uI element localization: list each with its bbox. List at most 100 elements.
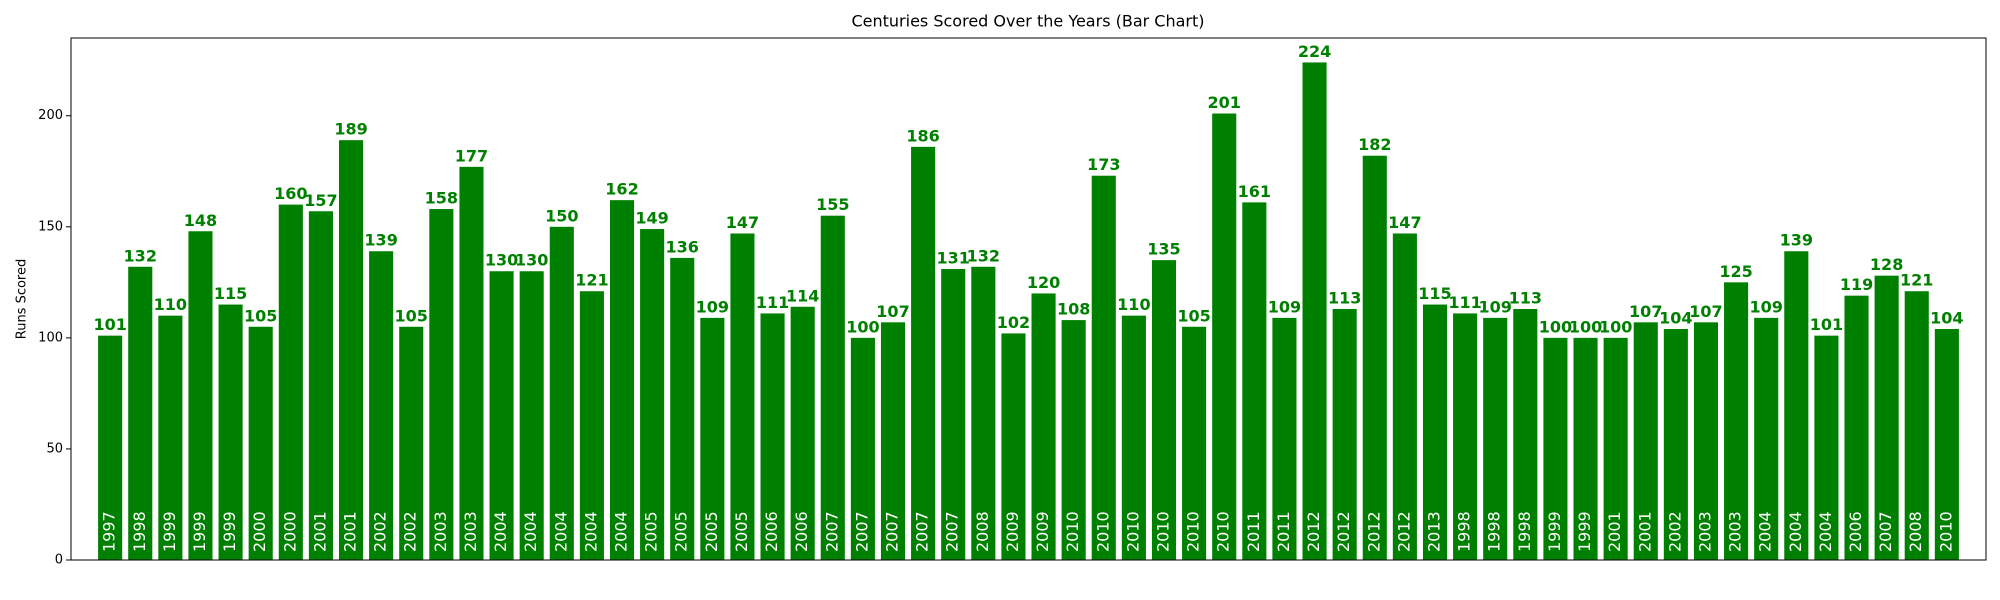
bar bbox=[760, 313, 785, 560]
bar bbox=[1151, 260, 1177, 560]
bar bbox=[1724, 282, 1749, 560]
category-label: 2001 bbox=[341, 511, 360, 552]
bar bbox=[1362, 155, 1387, 560]
category-label: 2000 bbox=[250, 511, 269, 552]
category-label: 2010 bbox=[1093, 511, 1112, 552]
category-label: 2004 bbox=[521, 511, 540, 552]
value-label: 104 bbox=[1930, 308, 1963, 327]
value-label: 121 bbox=[575, 271, 608, 290]
category-label: 2006 bbox=[1846, 511, 1865, 552]
category-label: 2010 bbox=[1214, 511, 1233, 552]
value-label: 107 bbox=[1689, 302, 1722, 321]
value-label: 147 bbox=[726, 213, 759, 232]
bar bbox=[1182, 326, 1207, 560]
category-label: 1999 bbox=[1545, 511, 1564, 552]
value-label: 131 bbox=[937, 249, 970, 268]
value-label: 101 bbox=[93, 315, 126, 334]
category-label: 2003 bbox=[1695, 511, 1714, 552]
bar bbox=[1031, 293, 1056, 560]
value-label: 100 bbox=[1539, 317, 1572, 336]
bar bbox=[1332, 308, 1357, 560]
bar bbox=[1543, 337, 1568, 560]
value-label: 158 bbox=[425, 189, 458, 208]
bar bbox=[489, 271, 514, 560]
bar bbox=[1272, 317, 1297, 560]
value-label: 128 bbox=[1870, 255, 1903, 274]
bar bbox=[1242, 202, 1267, 561]
bar bbox=[1904, 291, 1929, 560]
bar bbox=[1874, 275, 1899, 560]
bar bbox=[1633, 322, 1658, 560]
value-label: 102 bbox=[997, 313, 1030, 332]
value-label: 109 bbox=[1749, 297, 1782, 316]
value-label: 189 bbox=[334, 120, 367, 139]
bar bbox=[1422, 304, 1448, 560]
bar bbox=[1483, 317, 1508, 560]
bar bbox=[308, 211, 333, 560]
value-label: 130 bbox=[485, 251, 518, 270]
value-label: 101 bbox=[1810, 315, 1843, 334]
value-label: 114 bbox=[786, 286, 819, 305]
value-label: 107 bbox=[876, 302, 909, 321]
value-label: 136 bbox=[666, 237, 699, 256]
bar bbox=[670, 257, 695, 560]
value-label: 108 bbox=[1057, 300, 1090, 319]
value-label: 150 bbox=[545, 206, 578, 225]
bar bbox=[1121, 315, 1146, 560]
value-label: 160 bbox=[274, 184, 307, 203]
category-label: 2009 bbox=[1003, 511, 1022, 552]
value-label: 130 bbox=[515, 251, 548, 270]
bar bbox=[1513, 308, 1538, 560]
bar bbox=[1784, 251, 1809, 560]
category-label: 2000 bbox=[280, 511, 299, 552]
category-label: 2010 bbox=[1184, 511, 1203, 552]
bar bbox=[1302, 62, 1327, 560]
value-label: 109 bbox=[1268, 297, 1301, 316]
category-label: 2013 bbox=[1424, 511, 1443, 552]
category-label: 2006 bbox=[792, 511, 811, 552]
value-label: 132 bbox=[124, 246, 157, 265]
category-label: 2006 bbox=[762, 511, 781, 552]
category-label: 2004 bbox=[491, 511, 510, 552]
category-label: 2003 bbox=[461, 511, 480, 552]
category-label: 2001 bbox=[310, 511, 329, 552]
value-label: 155 bbox=[816, 195, 849, 214]
bar bbox=[1212, 113, 1237, 560]
category-label: 2002 bbox=[371, 511, 390, 552]
category-label: 2005 bbox=[702, 511, 721, 552]
bar bbox=[880, 322, 906, 560]
bar bbox=[218, 304, 243, 560]
category-label: 1999 bbox=[1575, 511, 1594, 552]
bar bbox=[399, 326, 424, 560]
value-label: 111 bbox=[756, 293, 789, 312]
value-label: 149 bbox=[635, 209, 668, 228]
bar bbox=[1453, 313, 1478, 560]
category-label: 1998 bbox=[1515, 511, 1534, 552]
bar bbox=[911, 146, 936, 560]
category-label: 2009 bbox=[1033, 511, 1052, 552]
category-label: 2012 bbox=[1364, 511, 1383, 552]
value-label: 161 bbox=[1238, 182, 1271, 201]
category-label: 2007 bbox=[913, 511, 932, 552]
value-label: 100 bbox=[1569, 317, 1602, 336]
category-label: 2005 bbox=[672, 511, 691, 552]
category-label: 2004 bbox=[1816, 511, 1835, 552]
plot-frame bbox=[70, 37, 1987, 561]
category-label: 2011 bbox=[1274, 511, 1293, 552]
value-label: 109 bbox=[1479, 297, 1512, 316]
bar bbox=[850, 337, 875, 560]
value-label: 148 bbox=[184, 211, 217, 230]
bar bbox=[730, 233, 755, 560]
category-label: 2007 bbox=[822, 511, 841, 552]
category-label: 1998 bbox=[1485, 511, 1504, 552]
bar bbox=[700, 317, 725, 560]
category-label: 2003 bbox=[1726, 511, 1745, 552]
bar bbox=[429, 209, 454, 560]
value-label: 100 bbox=[1599, 317, 1632, 336]
bar bbox=[1663, 328, 1688, 560]
value-label: 113 bbox=[1328, 288, 1361, 307]
y-axis-label: Runs Scored bbox=[15, 259, 30, 340]
value-label: 201 bbox=[1208, 93, 1241, 112]
category-label: 2001 bbox=[1605, 511, 1624, 552]
category-label: 1998 bbox=[130, 511, 149, 552]
